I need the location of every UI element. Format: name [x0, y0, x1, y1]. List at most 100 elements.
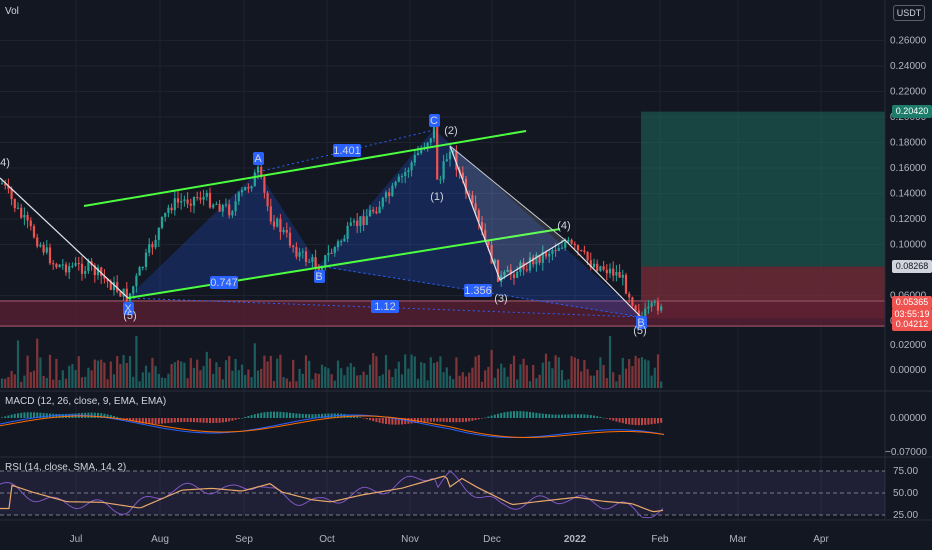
candle-body — [295, 247, 298, 257]
volume-bar — [647, 360, 650, 388]
volume-bar — [314, 373, 317, 388]
candle-body — [605, 269, 608, 274]
macd-bar — [436, 418, 439, 422]
macd-bar — [532, 412, 535, 418]
volume-bar — [42, 375, 45, 388]
macd-bar — [20, 412, 23, 418]
candle-body — [52, 263, 55, 265]
candle-body — [429, 138, 432, 143]
price-tick: 0.12000 — [890, 214, 927, 225]
volume-bar — [269, 355, 272, 388]
volume-bars — [0, 335, 663, 388]
macd-bar — [17, 413, 19, 418]
volume-bar — [528, 381, 532, 388]
volume-bar — [333, 380, 336, 388]
candle-body — [394, 181, 397, 186]
volume-bar — [36, 338, 39, 388]
macd-bar — [273, 411, 275, 418]
macd-bar — [500, 412, 503, 418]
rsi-ma-line — [0, 475, 664, 513]
volume-bar — [458, 375, 461, 388]
macd-bar — [404, 418, 407, 425]
macd-title[interactable]: MACD (12, 26, close, 9, EMA, EMA) — [5, 396, 167, 407]
macd-bar — [228, 418, 231, 422]
macd-bar — [493, 414, 496, 418]
volume-bar — [532, 364, 535, 388]
volume-bar — [586, 369, 589, 388]
macd-bar — [311, 414, 314, 418]
macd-bar — [577, 414, 579, 418]
volume-bar — [464, 376, 468, 388]
macd-bar — [545, 413, 547, 418]
macd-bar — [641, 418, 643, 426]
macd-bar — [324, 413, 327, 418]
volume-bar — [343, 375, 346, 388]
candle-body — [301, 251, 304, 253]
macd-bar — [205, 418, 208, 423]
candle-body — [64, 264, 68, 273]
macd-bar — [628, 418, 631, 425]
macd-bar — [145, 418, 147, 424]
candle-body — [580, 250, 583, 252]
macd-bar — [321, 413, 323, 418]
volume-bar — [554, 355, 557, 388]
candle-body — [324, 255, 327, 268]
volume-bar — [128, 355, 132, 388]
volume-bar — [144, 365, 148, 388]
candle-body — [244, 186, 247, 191]
macd-bar — [1, 417, 3, 418]
currency-selector[interactable]: USDT — [893, 5, 925, 21]
volume-bar — [58, 380, 61, 388]
candle-body — [618, 271, 621, 278]
volume-bar — [292, 359, 295, 388]
volume-bar — [650, 375, 653, 388]
candle-body — [416, 153, 420, 155]
macd-bar — [221, 418, 224, 423]
candle-body — [644, 308, 647, 316]
macd-bar — [196, 418, 199, 423]
candle-body — [496, 259, 500, 282]
time-label-nov: Nov — [401, 534, 419, 545]
macd-bar — [605, 418, 608, 419]
candle-body — [32, 226, 36, 238]
macd-bar — [151, 418, 154, 425]
macd-bar — [167, 418, 170, 424]
candle-body — [503, 272, 506, 276]
candle-body — [240, 190, 244, 193]
volume-bar — [224, 360, 228, 388]
volume-bar — [500, 363, 503, 388]
candle-body — [212, 204, 215, 208]
wave-label-w4_left: 4) — [0, 157, 10, 169]
candle-body — [634, 305, 637, 311]
candle-body — [119, 291, 122, 297]
rsi-title[interactable]: RSI (14, close, SMA, 14, 2) — [5, 462, 127, 473]
volume-bar — [199, 370, 202, 388]
macd-bar — [282, 412, 285, 418]
macd-bar — [260, 412, 263, 418]
macd-bar — [116, 416, 119, 418]
candle-body — [247, 186, 250, 189]
time-label-aug: Aug — [151, 534, 169, 545]
macd-bar — [13, 413, 16, 418]
candle-body — [93, 265, 96, 276]
candle-body — [208, 192, 212, 208]
volume-bar — [512, 355, 516, 388]
volume-bar — [436, 361, 439, 388]
volume-bar — [189, 358, 192, 388]
volume-bar — [477, 354, 480, 388]
candle-body — [4, 183, 7, 186]
candle-body — [432, 126, 436, 139]
macd-bar — [122, 418, 125, 419]
candle-body — [554, 250, 557, 252]
macd-bar — [442, 418, 445, 422]
macd-bar — [461, 418, 464, 422]
macd-bar — [157, 418, 160, 424]
volume-bar — [100, 359, 103, 388]
macd-bar — [285, 412, 288, 418]
macd-bar — [452, 418, 455, 423]
volume-bar — [394, 368, 397, 388]
macd-bar — [631, 418, 634, 425]
volume-bar — [74, 369, 77, 388]
macd-bar — [353, 415, 355, 418]
